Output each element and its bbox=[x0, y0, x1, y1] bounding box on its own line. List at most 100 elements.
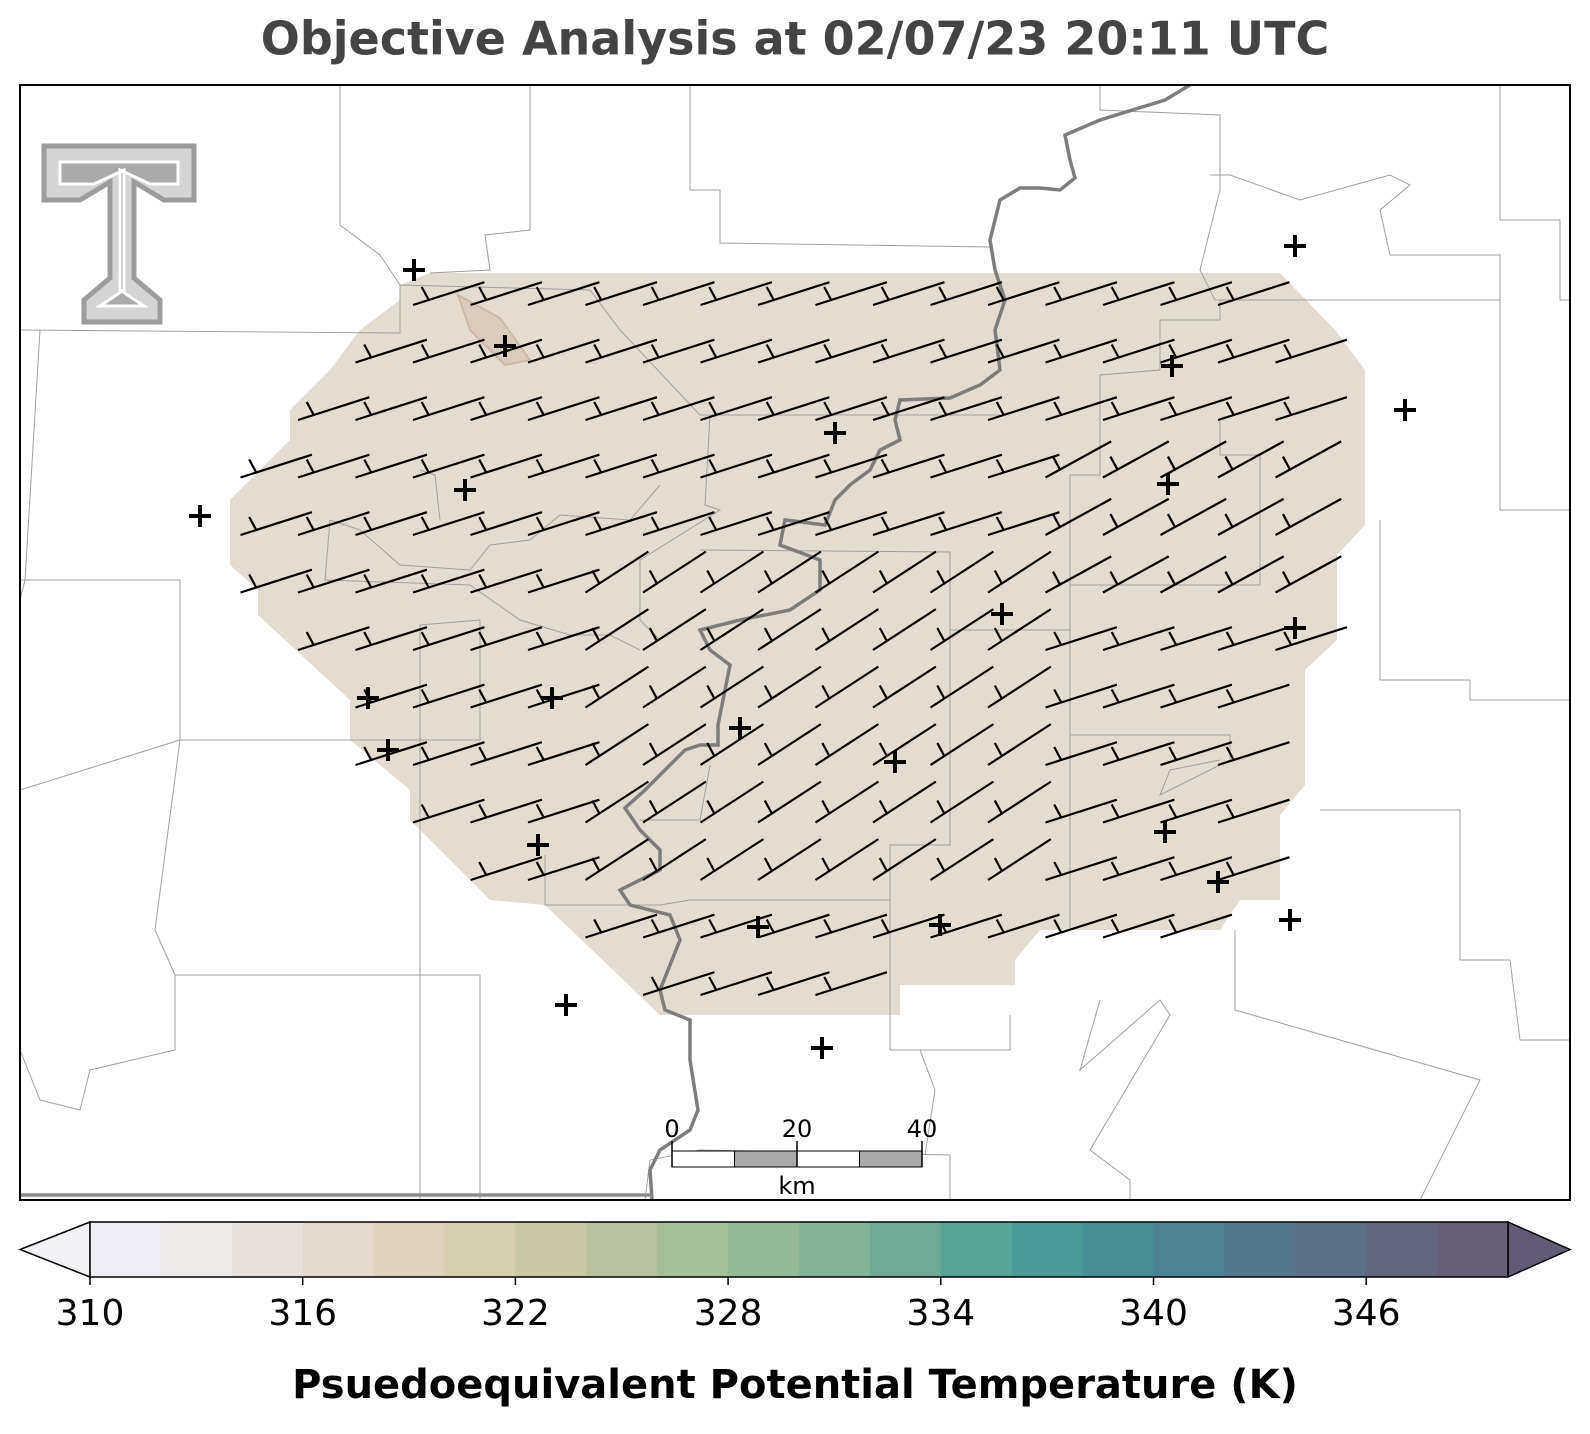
wind-barb bbox=[355, 511, 428, 537]
station-marker bbox=[494, 335, 516, 357]
wind-barb bbox=[1217, 396, 1290, 422]
wind-barb bbox=[815, 971, 888, 997]
station-marker bbox=[189, 505, 211, 527]
wind-barb bbox=[240, 453, 313, 479]
wind-barb bbox=[872, 281, 945, 307]
colorbar-bin bbox=[373, 1222, 445, 1277]
wind-barb bbox=[1160, 913, 1233, 939]
colorbar-bin bbox=[231, 1222, 304, 1277]
wind-barb bbox=[930, 511, 1003, 537]
wind-barb bbox=[527, 511, 600, 537]
county-lines bbox=[20, 85, 1570, 1200]
wind-barb bbox=[527, 281, 600, 307]
wind-barb bbox=[412, 453, 485, 479]
wind-barb bbox=[642, 550, 707, 594]
wind-barb bbox=[355, 626, 428, 652]
wind-barb bbox=[297, 396, 370, 422]
colorbar-extend-under bbox=[17, 1220, 91, 1279]
station-marker bbox=[454, 479, 476, 501]
wind-barb bbox=[987, 338, 1060, 364]
wind-barb bbox=[1044, 497, 1112, 536]
wind-barb bbox=[297, 511, 370, 537]
wind-barb bbox=[1217, 798, 1290, 824]
wind-barb bbox=[700, 971, 773, 997]
wind-barb bbox=[1217, 281, 1290, 307]
wind-barb bbox=[1217, 338, 1290, 364]
wind-barb bbox=[642, 608, 707, 651]
station-marker bbox=[1394, 399, 1416, 421]
wind-barb bbox=[412, 511, 485, 537]
wind-barb bbox=[584, 838, 649, 881]
colorbar-bin bbox=[1011, 1222, 1084, 1277]
station-marker bbox=[1157, 473, 1179, 495]
wind-barb bbox=[757, 665, 822, 709]
wind-barb bbox=[757, 780, 822, 824]
wind-barb bbox=[700, 338, 773, 364]
wind-barb bbox=[929, 550, 994, 594]
wind-barb bbox=[929, 780, 994, 824]
wind-barb bbox=[699, 723, 764, 766]
wind-barb bbox=[987, 453, 1060, 479]
wind-barb bbox=[815, 913, 888, 939]
wind-barb bbox=[527, 396, 600, 422]
wind-barb bbox=[815, 396, 888, 422]
wind-barb bbox=[470, 396, 543, 422]
wind-barb bbox=[1275, 396, 1348, 422]
wind-barb bbox=[585, 511, 658, 537]
wind-barb bbox=[1044, 440, 1112, 479]
scale-tick-label: 40 bbox=[907, 1115, 938, 1143]
wind-barb bbox=[1160, 856, 1233, 882]
colorbar-tick-label: 310 bbox=[56, 1293, 125, 1334]
wind-barb bbox=[642, 838, 707, 881]
colorbar-bin bbox=[869, 1222, 942, 1277]
wind-barb bbox=[527, 683, 600, 709]
scale-segment bbox=[859, 1150, 923, 1168]
colorbar-bin bbox=[515, 1222, 587, 1277]
wind-barb bbox=[987, 550, 1052, 594]
station-marker bbox=[377, 739, 399, 761]
wind-barb bbox=[1102, 741, 1175, 767]
wind-barb bbox=[1045, 913, 1118, 939]
colorbar-tick-label: 328 bbox=[694, 1293, 763, 1334]
wind-barb bbox=[872, 396, 945, 422]
wind-barb bbox=[1045, 856, 1118, 882]
wind-barb bbox=[757, 913, 830, 939]
wind-barb bbox=[872, 665, 937, 709]
wind-barb bbox=[355, 338, 428, 364]
station-marker bbox=[555, 994, 577, 1016]
scale-segment bbox=[734, 1150, 798, 1168]
scale-tick-label: 20 bbox=[782, 1115, 813, 1143]
wind-barb bbox=[814, 608, 879, 651]
wind-barb bbox=[1275, 626, 1348, 652]
wind-barb bbox=[1274, 497, 1342, 536]
station-marker bbox=[1161, 355, 1183, 377]
wind-barbs bbox=[240, 281, 1348, 997]
wind-barb bbox=[699, 608, 764, 651]
wind-barb bbox=[642, 913, 715, 939]
wind-barb bbox=[815, 511, 888, 537]
wind-barb bbox=[1160, 741, 1233, 767]
station-marker bbox=[403, 259, 425, 281]
scale-tick-label: 0 bbox=[664, 1115, 679, 1143]
station-marker bbox=[1284, 617, 1306, 639]
wind-barb bbox=[987, 780, 1052, 824]
station-marker bbox=[1207, 871, 1229, 893]
wind-barb bbox=[699, 665, 764, 709]
wind-barb bbox=[412, 568, 485, 594]
scale-segment bbox=[671, 1150, 735, 1168]
wind-barb bbox=[872, 511, 945, 537]
wind-barb bbox=[1160, 626, 1233, 652]
wind-barb bbox=[872, 608, 937, 651]
wind-barb bbox=[527, 798, 600, 824]
wind-barb bbox=[699, 838, 764, 881]
wind-barb bbox=[1045, 798, 1118, 824]
wind-barb bbox=[584, 780, 649, 824]
wind-barb bbox=[355, 396, 428, 422]
wind-barb bbox=[585, 913, 658, 939]
river bbox=[617, 85, 1191, 1200]
station-marker bbox=[824, 422, 846, 444]
wind-barb bbox=[757, 511, 830, 537]
wind-barb bbox=[412, 281, 485, 307]
wind-barb bbox=[699, 550, 764, 594]
wind-barb bbox=[757, 396, 830, 422]
